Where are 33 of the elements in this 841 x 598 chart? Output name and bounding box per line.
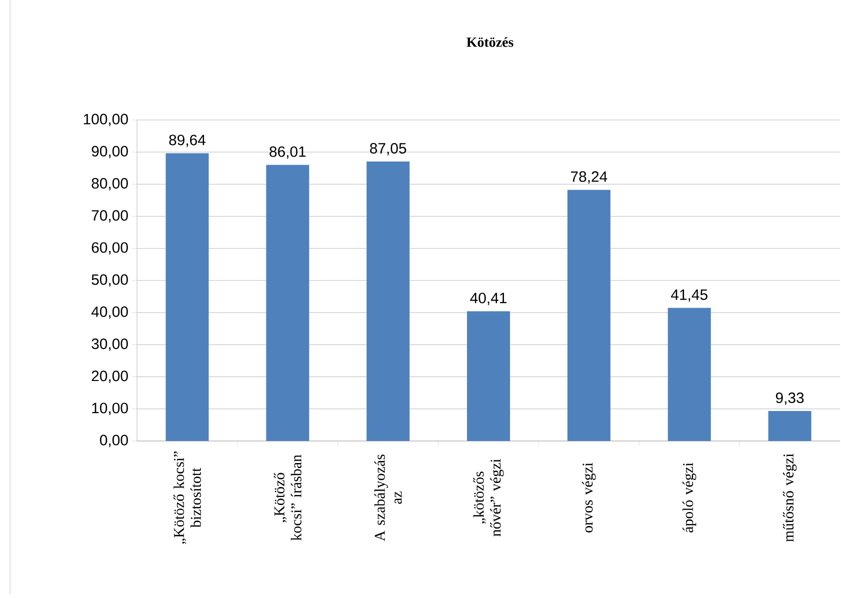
bar: [668, 308, 711, 441]
x-tick-label: „Kötöző kocsi” írásban: [274, 454, 302, 541]
x-tick-label: orvos végzi: [582, 462, 596, 532]
x-tick-label: A szabályozás az: [374, 454, 402, 542]
x-tick-label: „kötözős nővér” végzi: [473, 458, 504, 536]
x-tick-label: műtősnő végzi: [782, 454, 797, 542]
y-tick-label: 30,00: [92, 338, 128, 351]
y-tick-label: 0,00: [100, 434, 128, 448]
data-label: 78,24: [571, 171, 608, 184]
y-tick-label: 70,00: [92, 210, 128, 222]
y-tick-label: 80,00: [92, 178, 128, 190]
bar: [467, 311, 510, 441]
bar: [768, 411, 812, 441]
y-tick-label: 50,00: [92, 274, 128, 287]
data-label: 41,45: [671, 290, 708, 302]
x-tick-label: ápoló végzi: [682, 462, 696, 532]
y-tick-label: 60,00: [92, 242, 128, 255]
data-label: 40,41: [470, 292, 506, 306]
y-tick-label: 20,00: [92, 370, 128, 383]
chart-title: Kötözés: [466, 37, 514, 47]
data-label: 86,01: [270, 146, 306, 159]
y-tick-label: 100,00: [84, 114, 128, 126]
y-tick-label: 90,00: [92, 146, 128, 158]
data-label: 9,33: [776, 392, 804, 405]
data-label: 87,05: [370, 143, 406, 156]
x-tick-label: „Kötöző kocsi” biztosított: [173, 452, 201, 544]
bar: [266, 164, 310, 441]
bar: [567, 190, 610, 441]
y-tick-label: 10,00: [92, 402, 128, 416]
bar: [366, 162, 410, 441]
y-tick-label: 40,00: [91, 306, 128, 319]
data-label: 89,64: [169, 134, 206, 148]
bar: [166, 153, 209, 441]
